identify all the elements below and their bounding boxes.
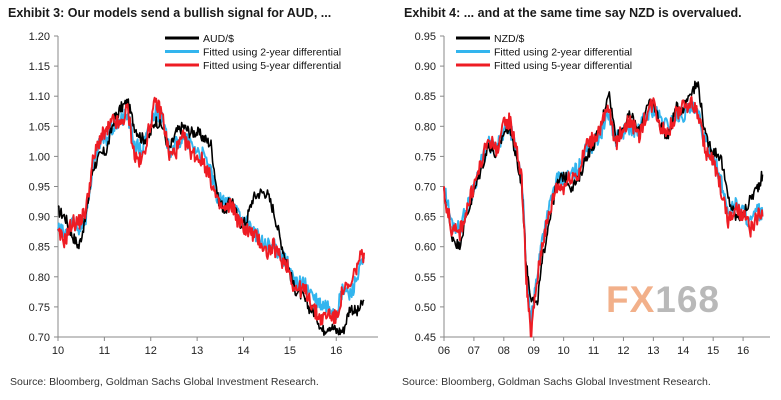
y-tick-label: 0.85	[29, 242, 50, 254]
chart-nzd: 0.45 0.50 0.55 0.60 0.65 0.70 0.75 0.80 0.85 0.90…	[415, 31, 770, 357]
legend-label: NZD/$	[494, 33, 524, 45]
x-tick-label: 13	[191, 345, 203, 357]
x-tick-label: 14	[677, 345, 689, 357]
legend-label: Fitted using 2-year differential	[494, 47, 632, 59]
x-tick-label: 12	[145, 345, 157, 357]
x-tick-label: 11	[99, 345, 110, 357]
y-tick-label: 0.70	[29, 332, 50, 344]
fx168-watermark-logo: FX168	[606, 279, 720, 321]
x-tick-label: 15	[707, 345, 719, 357]
y-tick-label: 1.15	[29, 61, 50, 73]
y-tick-label: 0.85	[415, 91, 436, 103]
y-tick-label: 0.95	[29, 182, 50, 194]
chart-title: Exhibit 4: ... and at the same time say …	[404, 6, 742, 20]
y-tick-label: 0.65	[415, 212, 436, 224]
y-tick-label: 0.80	[29, 272, 50, 284]
legend-label: Fitted using 2-year differential	[203, 47, 341, 59]
y-tick-label: 0.80	[415, 121, 436, 133]
x-tick-label: 16	[330, 345, 342, 357]
watermark-part-1: FX	[606, 279, 656, 320]
y-tick-label: 0.70	[415, 182, 436, 194]
y-tick-label: 0.75	[415, 151, 436, 163]
x-tick-label: 07	[468, 345, 480, 357]
legend-label: Fitted using 5-year differential	[494, 60, 632, 72]
x-tick-label: 10	[558, 345, 570, 357]
x-tick-label: 06	[438, 345, 450, 357]
chart-panel-nzd: Exhibit 4: ... and at the same time say …	[390, 0, 781, 400]
watermark-part-2: 168	[655, 279, 721, 320]
x-tick-label: 14	[237, 345, 249, 357]
x-tick-label: 12	[617, 345, 629, 357]
x-tick-label: 09	[528, 345, 540, 357]
y-tick-label: 0.90	[415, 61, 436, 73]
source-note: Source: Bloomberg, Goldman Sachs Global …	[10, 376, 319, 388]
series-line-fit5	[443, 95, 764, 338]
source-note: Source: Bloomberg, Goldman Sachs Global …	[402, 376, 711, 388]
x-tick-label: 11	[588, 345, 599, 357]
y-tick-label: 1.00	[29, 151, 50, 163]
chart-aud: 0.70 0.75 0.80 0.85 0.90 0.95 1.00 1.05 1.10 1.15…	[29, 31, 378, 357]
x-tick-label: 16	[737, 345, 749, 357]
x-tick-label: 08	[498, 345, 510, 357]
y-tick-label: 1.20	[29, 31, 50, 43]
series-line-fit5	[57, 96, 366, 326]
y-tick-label: 0.50	[415, 302, 436, 314]
y-tick-label: 0.75	[29, 302, 50, 314]
y-tick-label: 0.90	[29, 212, 50, 224]
y-tick-label: 0.45	[415, 332, 436, 344]
x-tick-label: 10	[52, 345, 64, 357]
y-tick-label: 0.95	[415, 31, 436, 43]
series-line-actual	[57, 98, 365, 336]
x-tick-label: 15	[284, 345, 296, 357]
y-tick-label: 0.55	[415, 272, 436, 284]
y-tick-label: 1.10	[29, 91, 50, 103]
y-tick-label: 0.60	[415, 242, 436, 254]
legend-label: AUD/$	[203, 33, 234, 45]
x-tick-label: 13	[647, 345, 659, 357]
y-tick-label: 1.05	[29, 121, 50, 133]
chart-title: Exhibit 3: Our models send a bullish sig…	[8, 6, 332, 20]
chart-panel-aud: Exhibit 3: Our models send a bullish sig…	[0, 0, 390, 400]
legend-label: Fitted using 5-year differential	[203, 60, 341, 72]
